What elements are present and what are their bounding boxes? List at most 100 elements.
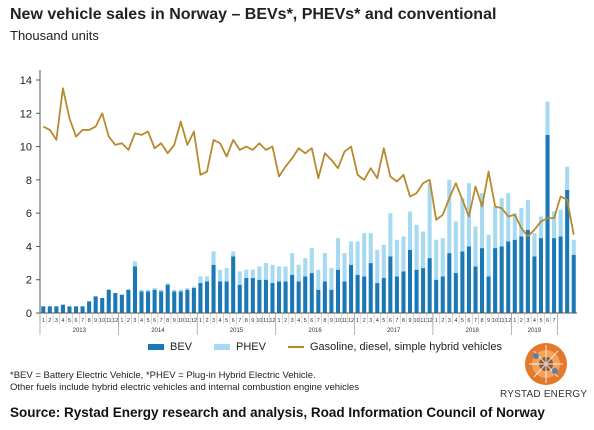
x-month-label: 10 bbox=[178, 318, 184, 324]
x-month-label: 9 bbox=[330, 318, 333, 324]
phev-bar bbox=[453, 221, 458, 274]
phev-bar bbox=[388, 213, 393, 257]
chart-subtitle: Thousand units bbox=[10, 28, 99, 43]
legend-swatch-phev bbox=[214, 344, 231, 350]
bev-bar bbox=[335, 269, 340, 313]
legend-swatch-conventional bbox=[287, 346, 304, 348]
x-month-label: 12 bbox=[427, 318, 433, 324]
x-month-label: 1 bbox=[277, 318, 280, 324]
x-month-label: 7 bbox=[238, 318, 241, 324]
phev-bar bbox=[532, 233, 537, 257]
y-tick-label: 6 bbox=[26, 208, 32, 220]
bev-bar bbox=[41, 306, 46, 313]
bev-bar bbox=[401, 271, 406, 313]
x-month-label: 6 bbox=[74, 318, 77, 324]
x-month-label: 5 bbox=[304, 318, 307, 324]
bev-bar bbox=[316, 289, 321, 313]
bev-bar bbox=[545, 134, 550, 313]
phev-bar bbox=[368, 233, 373, 264]
phev-bar bbox=[172, 289, 177, 292]
bev-bar bbox=[558, 236, 563, 313]
bev-bar bbox=[54, 306, 59, 313]
bev-bar bbox=[231, 256, 236, 313]
phev-bar bbox=[296, 264, 301, 282]
x-month-label: 3 bbox=[369, 318, 372, 324]
phev-bar bbox=[460, 198, 465, 252]
x-month-label: 4 bbox=[140, 318, 143, 324]
bev-bar bbox=[552, 238, 557, 313]
x-month-label: 1 bbox=[435, 318, 438, 324]
y-tick-label: 0 bbox=[26, 308, 32, 320]
bev-bar bbox=[525, 229, 530, 313]
bev-bar bbox=[290, 274, 295, 313]
x-month-label: 6 bbox=[310, 318, 313, 324]
phev-bar bbox=[185, 288, 190, 290]
x-month-label: 6 bbox=[546, 318, 549, 324]
bev-bar bbox=[493, 248, 498, 313]
x-month-label: 4 bbox=[454, 318, 457, 324]
phev-bar bbox=[159, 289, 164, 292]
x-month-label: 4 bbox=[376, 318, 379, 324]
x-month-label: 11 bbox=[106, 318, 112, 324]
chart-legend: BEV PHEV Gasoline, diesel, simple hybrid… bbox=[148, 341, 524, 353]
phev-bar bbox=[421, 231, 426, 269]
x-year-label: 2019 bbox=[528, 328, 542, 334]
x-month-label: 11 bbox=[420, 318, 426, 324]
x-month-label: 6 bbox=[232, 318, 235, 324]
bev-bar bbox=[538, 238, 544, 313]
y-tick-label: 8 bbox=[26, 175, 32, 187]
x-month-label: 5 bbox=[225, 318, 228, 324]
x-month-label: 6 bbox=[467, 318, 470, 324]
x-month-label: 4 bbox=[297, 318, 300, 324]
y-tick-label: 10 bbox=[20, 142, 32, 154]
bev-bar bbox=[146, 291, 151, 313]
bev-bar bbox=[303, 276, 308, 313]
phev-bar bbox=[394, 239, 399, 277]
x-month-label: 8 bbox=[481, 318, 484, 324]
x-month-label: 12 bbox=[505, 318, 511, 324]
phev-bar bbox=[303, 258, 308, 277]
bev-bar bbox=[172, 291, 177, 313]
bev-bar bbox=[486, 276, 491, 313]
phev-bar bbox=[362, 233, 367, 277]
phev-bar bbox=[316, 269, 321, 290]
x-month-label: 8 bbox=[402, 318, 405, 324]
phev-bar bbox=[237, 271, 242, 285]
phev-bar bbox=[401, 236, 406, 272]
x-month-label: 3 bbox=[133, 318, 136, 324]
phev-bar bbox=[198, 276, 203, 284]
bev-bar bbox=[80, 306, 85, 313]
phev-bar bbox=[512, 213, 517, 240]
x-month-label: 6 bbox=[389, 318, 392, 324]
phev-bar bbox=[447, 179, 452, 254]
bev-bar bbox=[178, 291, 183, 313]
bev-bar bbox=[270, 283, 275, 313]
x-month-label: 8 bbox=[166, 318, 169, 324]
bev-bar bbox=[355, 274, 360, 313]
phev-bar bbox=[342, 253, 347, 282]
phev-bar bbox=[178, 289, 183, 292]
bev-bar bbox=[362, 276, 367, 313]
x-month-label: 2 bbox=[127, 318, 130, 324]
bev-bar bbox=[152, 289, 157, 313]
phev-bar bbox=[322, 253, 327, 282]
bev-bar bbox=[60, 304, 65, 313]
phev-bar bbox=[204, 276, 210, 282]
x-month-label: 10 bbox=[256, 318, 262, 324]
x-month-label: 5 bbox=[68, 318, 71, 324]
x-month-label: 11 bbox=[263, 318, 269, 324]
x-month-label: 7 bbox=[81, 318, 84, 324]
bev-bar bbox=[322, 281, 327, 313]
footnote-definitions: *BEV = Battery Electric Vehicle, *PHEV =… bbox=[10, 370, 316, 381]
legend-swatch-bev bbox=[148, 344, 164, 350]
phev-bar bbox=[231, 251, 236, 257]
bev-bar bbox=[512, 239, 517, 313]
phev-bar bbox=[545, 101, 550, 135]
x-month-label: 1 bbox=[199, 318, 202, 324]
phev-bar bbox=[480, 193, 485, 249]
conventional-line bbox=[42, 87, 575, 238]
bev-bar bbox=[263, 279, 268, 313]
x-month-label: 5 bbox=[382, 318, 385, 324]
bev-bar bbox=[309, 273, 314, 313]
bev-bar bbox=[191, 288, 196, 313]
